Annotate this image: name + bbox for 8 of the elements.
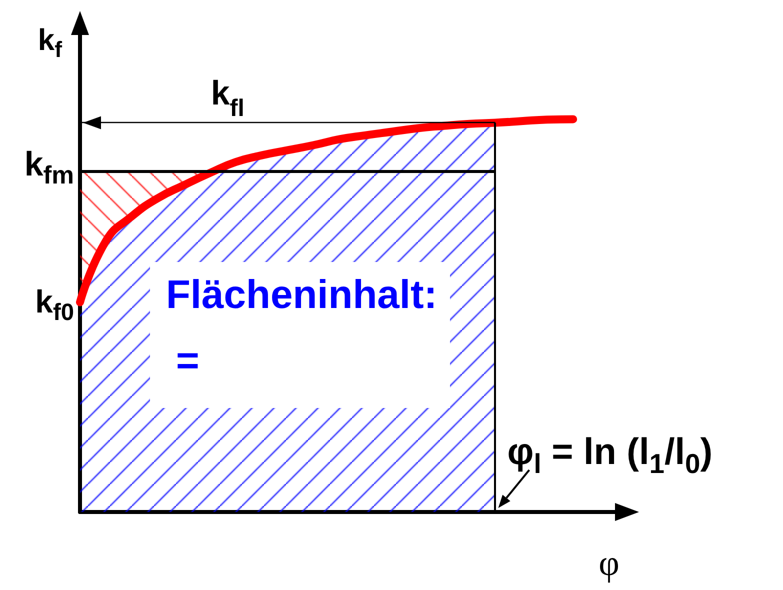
annotation: Flächeninhalt: xyxy=(166,272,438,318)
note-box: Flächeninhalt: = xyxy=(150,262,450,408)
text: k$_{f0}$ xyxy=(35,284,74,326)
annotation: φ$_{l}$ = ln (l$_{1}$/l$_{0}$) xyxy=(507,431,713,479)
ref-line-label: k$_{fm}$ xyxy=(24,145,74,190)
x-axis-title: φ xyxy=(598,543,620,583)
annotation: = xyxy=(176,338,200,384)
y-axis-title: k$_{f}$ xyxy=(38,24,62,62)
